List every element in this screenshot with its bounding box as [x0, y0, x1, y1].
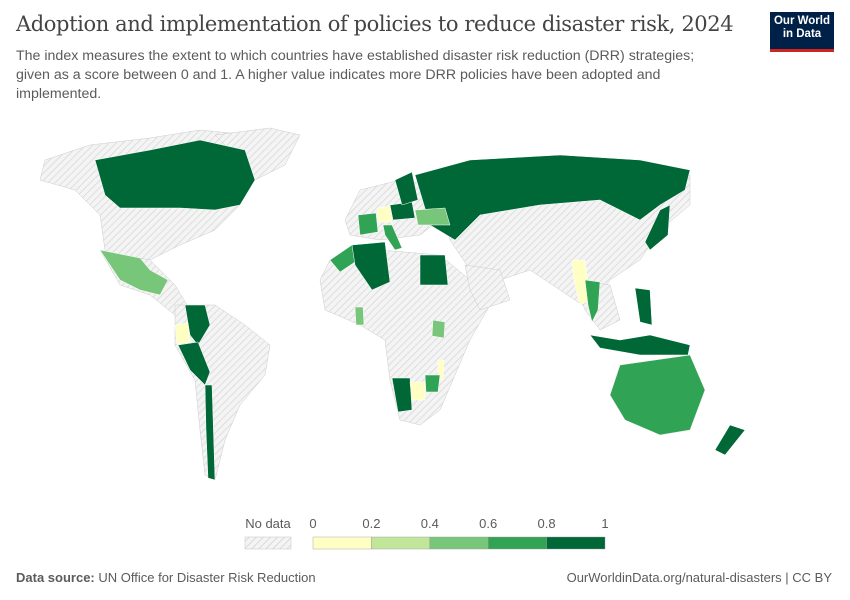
country-italy[interactable] — [382, 224, 403, 251]
legend-tick-label: 0.2 — [362, 516, 380, 531]
legend-tick-label: 0.4 — [421, 516, 439, 531]
country-peru[interactable] — [177, 341, 211, 386]
country-japan[interactable] — [644, 204, 671, 251]
legend-tick-label: 0 — [309, 516, 316, 531]
country-myanmar[interactable] — [571, 259, 591, 306]
landmass-arabia — [464, 264, 511, 311]
legend-tick-label: 0.8 — [538, 516, 556, 531]
chart-title: Adoption and implementation of policies … — [16, 12, 734, 36]
legend-tick-label: 0.6 — [479, 516, 497, 531]
country-thailand[interactable] — [584, 279, 601, 323]
legend-no-data-swatch — [244, 536, 292, 550]
owid-logo[interactable]: Our World in Data — [770, 12, 834, 52]
source-text[interactable]: UN Office for Disaster Risk Reduction — [98, 570, 316, 585]
legend-bin[interactable] — [429, 536, 489, 550]
legend-bin[interactable] — [546, 536, 606, 550]
country-new-zealand[interactable] — [714, 424, 746, 456]
country-ghana[interactable] — [354, 306, 365, 326]
country-russia[interactable] — [414, 154, 691, 241]
map-legend: No data 0 0.2 0.4 0.6 0.8 1 — [244, 516, 609, 550]
country-kenya[interactable] — [431, 319, 446, 339]
country-ukraine[interactable] — [414, 207, 451, 226]
footer-source: Data source: UN Office for Disaster Risk… — [16, 570, 316, 585]
country-ecuador[interactable] — [174, 322, 191, 345]
country-colombia[interactable] — [184, 304, 211, 346]
country-botswana[interactable] — [409, 381, 426, 401]
country-chile[interactable] — [204, 384, 216, 481]
country-zimbabwe[interactable] — [424, 374, 441, 393]
footer-link[interactable]: OurWorldinData.org/natural-disasters | C… — [566, 570, 832, 585]
country-namibia[interactable] — [391, 377, 413, 413]
country-france[interactable] — [357, 212, 379, 236]
landmass-africa — [319, 249, 491, 426]
chart-subtitle: The index measures the extent to which c… — [16, 48, 695, 102]
country-australia[interactable] — [609, 354, 706, 436]
country-egypt[interactable] — [419, 254, 449, 286]
legend-tick-label: 1 — [601, 516, 608, 531]
country-finland[interactable] — [394, 171, 419, 206]
country-germany[interactable] — [376, 205, 393, 223]
legend-bin[interactable] — [312, 536, 372, 550]
country-mexico[interactable] — [99, 249, 169, 296]
legend-no-data-label: No data — [245, 516, 291, 531]
country-algeria[interactable] — [351, 241, 391, 291]
legend-bin[interactable] — [371, 536, 430, 550]
country-indonesia[interactable] — [589, 334, 691, 356]
world-map[interactable] — [0, 110, 850, 510]
legend-bin[interactable] — [488, 536, 547, 550]
source-label: Data source: — [16, 570, 95, 585]
country-canada[interactable] — [94, 139, 256, 211]
country-philippines[interactable] — [634, 287, 653, 326]
